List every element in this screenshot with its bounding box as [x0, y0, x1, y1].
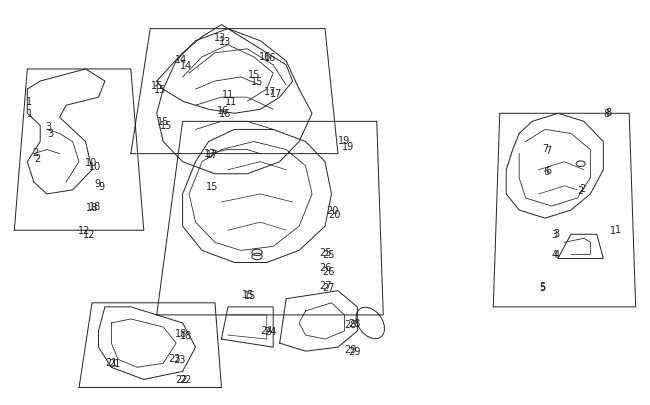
Text: 8: 8	[603, 109, 610, 119]
Text: 15: 15	[244, 290, 257, 300]
Text: 23: 23	[173, 354, 185, 364]
Text: 3: 3	[552, 230, 558, 240]
Text: 23: 23	[168, 354, 181, 364]
Text: 2: 2	[579, 183, 586, 194]
Text: 18: 18	[176, 328, 187, 338]
Text: 12: 12	[78, 226, 90, 236]
Text: 16: 16	[259, 52, 272, 62]
Text: 1: 1	[27, 109, 34, 119]
Text: 15: 15	[151, 81, 163, 91]
Text: 26: 26	[318, 262, 332, 272]
Text: 18: 18	[179, 330, 192, 340]
Text: 17: 17	[270, 89, 283, 99]
Text: 3: 3	[45, 122, 51, 132]
Text: 2: 2	[32, 147, 38, 157]
Text: 24: 24	[261, 326, 273, 335]
Text: 27: 27	[322, 282, 335, 292]
Text: 7: 7	[545, 145, 551, 155]
Text: 16: 16	[264, 53, 276, 63]
Text: 25: 25	[318, 248, 332, 258]
Text: 2: 2	[578, 185, 584, 196]
Text: 15: 15	[154, 85, 166, 95]
Text: 21: 21	[109, 358, 121, 369]
Text: 11: 11	[225, 97, 237, 107]
Text: 10: 10	[89, 161, 101, 171]
Text: 2: 2	[34, 153, 40, 163]
Text: 4: 4	[552, 250, 558, 260]
Text: 15: 15	[205, 181, 218, 192]
Text: 15: 15	[157, 117, 170, 127]
Text: 14: 14	[176, 55, 187, 65]
Text: 21: 21	[105, 358, 118, 368]
Text: 13: 13	[214, 32, 226, 43]
Text: 22: 22	[179, 375, 192, 384]
Text: 27: 27	[318, 280, 332, 290]
Text: 7: 7	[542, 143, 548, 153]
Text: 10: 10	[84, 158, 97, 168]
Text: 5: 5	[539, 281, 545, 291]
Text: 14: 14	[179, 61, 192, 71]
Text: 16: 16	[218, 109, 231, 119]
Text: 29: 29	[348, 346, 360, 356]
Text: 24: 24	[264, 326, 276, 336]
Text: 28: 28	[348, 318, 360, 328]
Text: 17: 17	[264, 87, 276, 97]
Text: 13: 13	[218, 36, 231, 47]
Text: 15: 15	[248, 70, 260, 79]
Text: 6: 6	[545, 165, 551, 175]
Text: 29: 29	[344, 344, 357, 354]
Text: 20: 20	[326, 206, 339, 215]
Text: 17: 17	[203, 149, 216, 158]
Text: 9: 9	[94, 178, 100, 188]
Text: 8: 8	[605, 108, 612, 118]
Text: 26: 26	[322, 266, 334, 276]
Text: 1: 1	[610, 226, 616, 236]
Text: 19: 19	[338, 135, 350, 145]
Text: 6: 6	[543, 166, 549, 176]
Text: 18: 18	[89, 202, 101, 211]
Text: 19: 19	[341, 141, 354, 151]
Text: 17: 17	[205, 149, 218, 159]
Text: 4: 4	[554, 249, 560, 259]
Text: 16: 16	[216, 106, 229, 116]
Text: 5: 5	[539, 282, 545, 292]
Text: 9: 9	[99, 181, 105, 192]
Text: 22: 22	[175, 375, 188, 384]
Text: 15: 15	[161, 121, 173, 131]
Text: 20: 20	[328, 209, 341, 220]
Text: 1: 1	[25, 97, 32, 107]
Text: 3: 3	[47, 129, 53, 139]
Text: 18: 18	[86, 202, 98, 212]
Text: 11: 11	[222, 90, 234, 100]
Text: 1: 1	[614, 225, 621, 235]
Text: 3: 3	[554, 229, 560, 239]
Text: 15: 15	[242, 289, 255, 299]
Text: 15: 15	[251, 77, 263, 87]
Text: 28: 28	[344, 319, 357, 329]
Text: 12: 12	[83, 230, 95, 240]
Text: 25: 25	[322, 250, 335, 260]
